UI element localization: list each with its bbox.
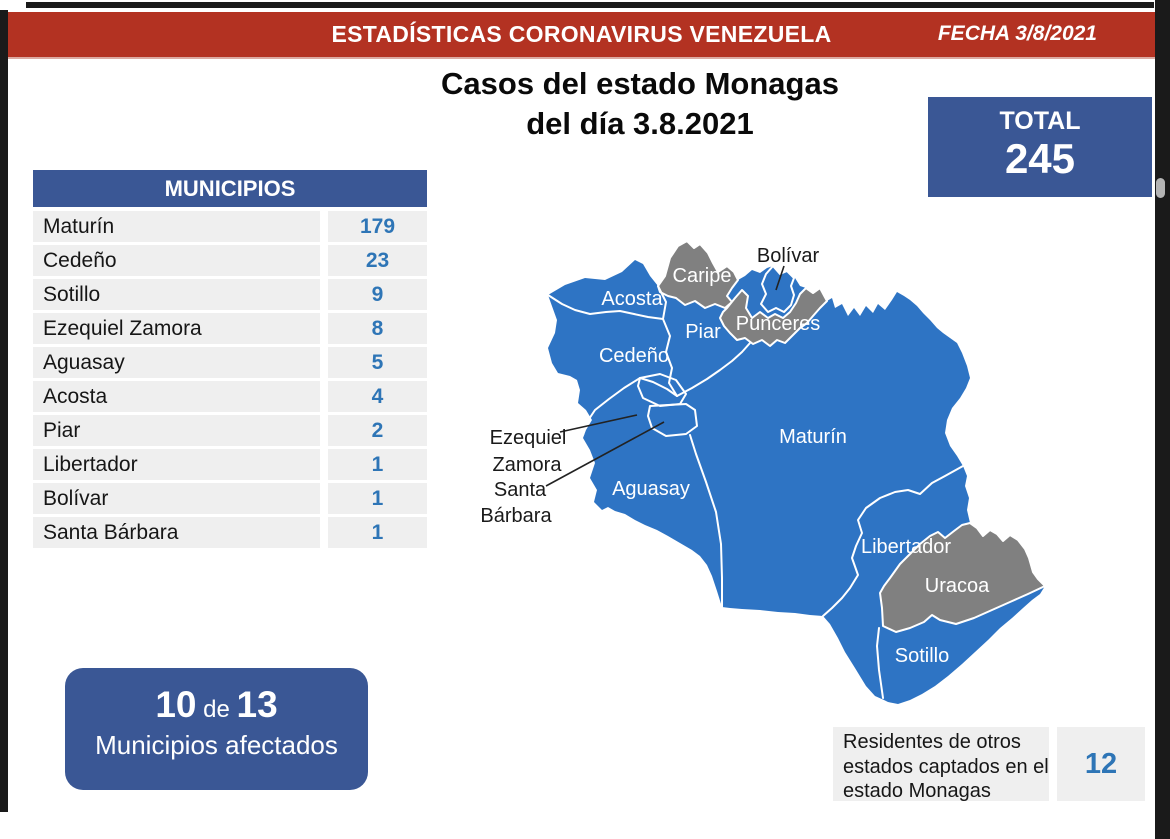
affected-caption: Municipios afectados (95, 730, 338, 760)
table-row: Libertador 1 (33, 449, 427, 480)
column-gap (320, 313, 328, 344)
total-value: 245 (1004, 135, 1076, 182)
table-row: Aguasay 5 (33, 347, 427, 378)
scrollbar-thumb[interactable] (1156, 178, 1165, 198)
map-label-cedeno: Cedeño (599, 345, 669, 367)
affected-count: 10 (155, 684, 197, 725)
map-label-acosta: Acosta (601, 288, 663, 310)
table-row: Acosta 4 (33, 381, 427, 412)
border-maturin-sotillo (876, 627, 884, 699)
row-value: 179 (328, 211, 427, 242)
affected-total: 13 (236, 684, 278, 725)
map-label-maturin: Maturín (779, 426, 847, 448)
table-row: Cedeño 23 (33, 245, 427, 276)
border-maturin-libertador (822, 465, 964, 617)
residents-note-line1: Residentes de otros (843, 731, 1021, 753)
border-piar-west (657, 285, 678, 397)
row-name: Maturín (33, 211, 320, 242)
map-label-ezequiel-line1: Ezequiel (490, 427, 567, 449)
row-value: 1 (328, 483, 427, 514)
page-title: Casos del estado Monagas del día 3.8.202… (300, 64, 980, 144)
column-gap (320, 517, 328, 548)
table-row: Maturín 179 (33, 211, 427, 242)
page-title-line1: Casos del estado Monagas (441, 66, 839, 101)
map-label-caripe: Caripe (673, 265, 732, 287)
region-bolivar (760, 265, 795, 313)
table-row: Santa Bárbara 1 (33, 517, 427, 548)
map-label-punceres: Punceres (736, 313, 821, 335)
region-caripe (657, 240, 739, 309)
header-bar: ESTADÍSTICAS CORONAVIRUS VENEZUELA FECHA… (8, 12, 1155, 59)
column-gap (320, 279, 328, 310)
table-row: Ezequiel Zamora 8 (33, 313, 427, 344)
row-name: Sotillo (33, 279, 320, 310)
map-label-santa-line2: Bárbara (480, 505, 552, 527)
column-gap (320, 449, 328, 480)
region-santa-barbara (647, 403, 698, 437)
row-value: 1 (328, 449, 427, 480)
affected-counts: 10 de 13 (65, 684, 368, 726)
affected-summary-box: 10 de 13 Municipios afectados (65, 668, 368, 790)
column-gap (320, 415, 328, 446)
leader-bolivar (775, 265, 785, 291)
border-piar-maturin (676, 342, 751, 397)
border-aguasay-maturin (689, 434, 723, 608)
table-header: MUNICIPIOS (33, 170, 427, 207)
table-row: Sotillo 9 (33, 279, 427, 310)
map-label-aguasay: Aguasay (612, 478, 690, 500)
row-name: Acosta (33, 381, 320, 412)
row-name: Aguasay (33, 347, 320, 378)
row-name: Piar (33, 415, 320, 446)
row-value: 2 (328, 415, 427, 446)
row-value: 4 (328, 381, 427, 412)
map-label-ezequiel-line2: Zamora (493, 454, 563, 476)
column-gap (320, 381, 328, 412)
residents-note-line2: estados captados en el (843, 755, 1049, 778)
table-row: Piar 2 (33, 415, 427, 446)
region-punceres (719, 287, 828, 347)
map-label-bolivar: Bolívar (757, 245, 820, 267)
row-value: 8 (328, 313, 427, 344)
row-value: 5 (328, 347, 427, 378)
row-name: Santa Bárbara (33, 517, 320, 548)
affected-connector: de (203, 696, 230, 723)
row-name: Ezequiel Zamora (33, 313, 320, 344)
map-label-sotillo: Sotillo (895, 645, 949, 667)
total-label: TOTAL (999, 107, 1081, 135)
leader-santa-barbara (545, 421, 665, 487)
page-title-line2: del día 3.8.2021 (526, 106, 754, 141)
map-label-piar: Piar (685, 321, 721, 343)
residents-note-line3: estado Monagas (843, 780, 991, 802)
border-acosta-cedeno (547, 294, 664, 320)
residents-note: Residentes de otros estados captados en … (833, 727, 1049, 802)
row-name: Cedeño (33, 245, 320, 276)
map-label-uracoa: Uracoa (925, 575, 990, 597)
screen-edge-left (0, 10, 8, 812)
leader-ezequiel-zamora (559, 414, 638, 433)
total-box: TOTAL 245 (928, 97, 1152, 197)
row-value: 1 (328, 517, 427, 548)
row-value: 9 (328, 279, 427, 310)
border-cedeno-aguasay (582, 377, 641, 436)
region-uracoa (879, 522, 1046, 633)
map-label-santa-line1: Santa (494, 479, 547, 501)
residents-value: 12 (1057, 727, 1145, 801)
map-label-libertador: Libertador (861, 536, 951, 558)
row-name: Bolívar (33, 483, 320, 514)
column-gap (320, 483, 328, 514)
screen-edge-top (26, 2, 1154, 8)
municipios-table: MUNICIPIOS Maturín 179 Cedeño 23 Sotillo… (33, 170, 427, 551)
table-row: Bolívar 1 (33, 483, 427, 514)
header-title: ESTADÍSTICAS CORONAVIRUS VENEZUELA (331, 21, 832, 47)
border-cedeno-maturin (639, 377, 678, 397)
column-gap (320, 347, 328, 378)
monagas-map: Acosta Caripe Bolívar Punceres Piar Cede… (480, 240, 1046, 704)
column-gap (320, 245, 328, 276)
header-date: FECHA 3/8/2021 (937, 22, 1097, 45)
row-value: 23 (328, 245, 427, 276)
column-gap (320, 211, 328, 242)
row-name: Libertador (33, 449, 320, 480)
screen-edge-right (1155, 0, 1170, 839)
